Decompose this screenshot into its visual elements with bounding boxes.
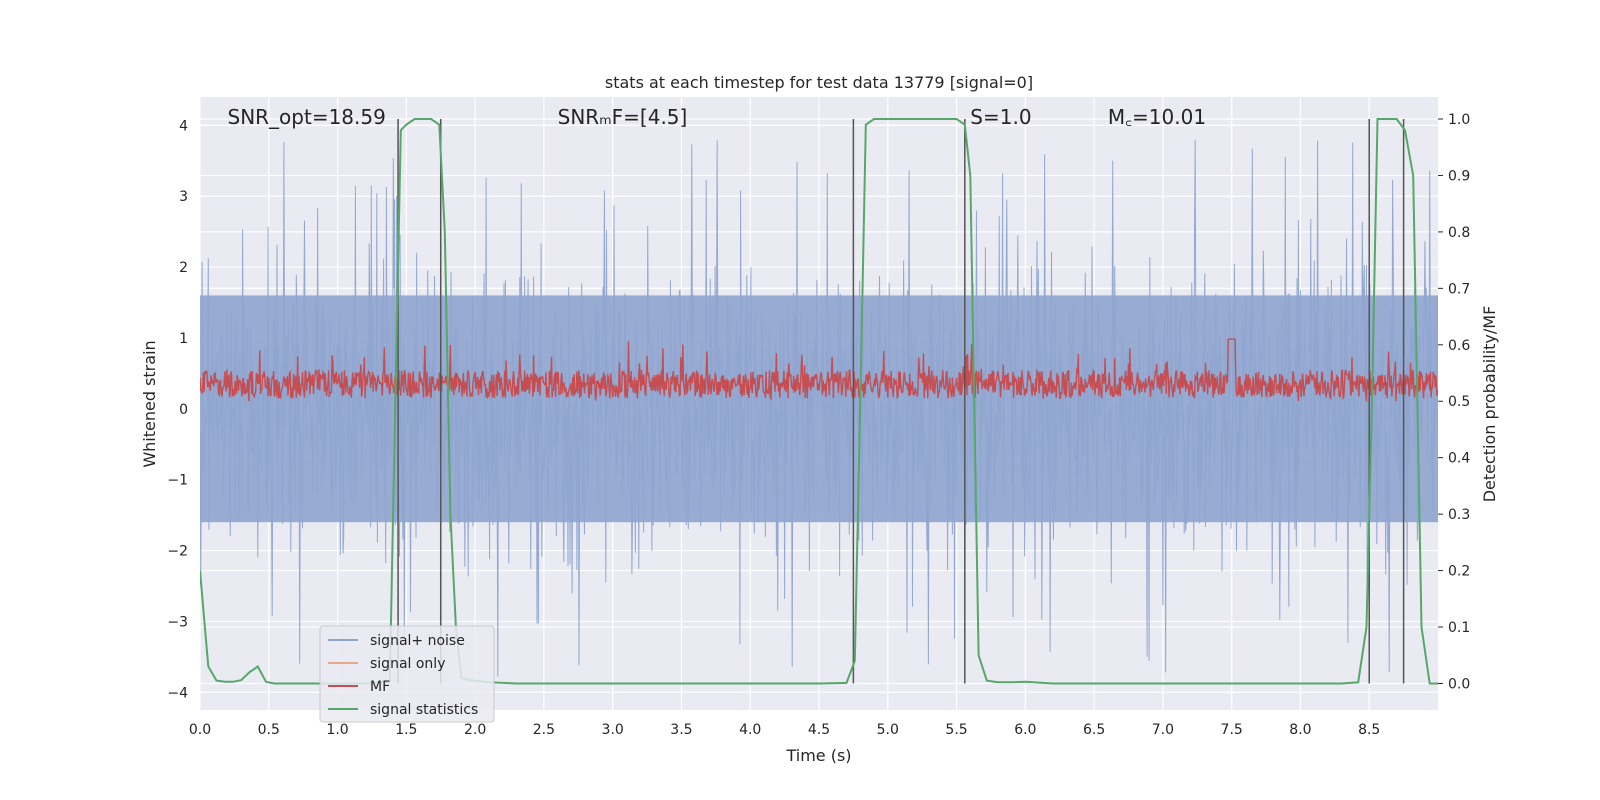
- chart-title: stats at each timestep for test data 137…: [605, 73, 1033, 92]
- x-tick-label: 2.0: [464, 722, 486, 738]
- x-tick-label: 6.0: [1014, 722, 1036, 738]
- signal-noise-band: [200, 295, 1438, 523]
- x-tick-label: 2.5: [533, 722, 555, 738]
- legend-label-signal-only: signal only: [370, 656, 445, 672]
- legend-box: [319, 625, 495, 723]
- y-tick-label: 0: [179, 402, 188, 418]
- y2-tick-label: 0.0: [1448, 676, 1470, 692]
- y-tick-label: −4: [167, 685, 188, 701]
- x-tick-label: 4.0: [739, 722, 761, 738]
- vertical-markers: [397, 119, 1405, 684]
- y-tick-label: 2: [179, 260, 188, 276]
- y-tick-label: −2: [167, 544, 188, 560]
- y-tick-label: 3: [179, 189, 188, 205]
- y2-tick-label: 0.3: [1448, 507, 1470, 523]
- x-tick-label: 4.5: [808, 722, 830, 738]
- y-tick-label: −3: [167, 614, 188, 630]
- y2-tick-label: 0.9: [1448, 168, 1470, 184]
- mf-line: [200, 338, 1438, 402]
- y2-axis-label: Detection probability/MF: [1480, 306, 1499, 503]
- x-tick-label: 0.5: [258, 722, 280, 738]
- y2-tick-label: 0.7: [1448, 281, 1470, 297]
- x-axis-label: Time (s): [785, 746, 851, 765]
- y2-tick-label: 1.0: [1448, 112, 1470, 128]
- y2-tick-label: 0.8: [1448, 225, 1470, 241]
- series-signal-statistics: [200, 118, 1438, 685]
- y-tick-label: −1: [167, 473, 188, 489]
- y2-tick-label: 0.1: [1448, 620, 1470, 636]
- x-tick-label: 6.5: [1083, 722, 1105, 738]
- legend-label-mf: MF: [370, 679, 390, 695]
- signal-statistics-line: [200, 118, 1438, 685]
- y-tick-label: 1: [179, 331, 188, 347]
- series-mf: [200, 338, 1438, 402]
- x-tick-label: 1.5: [395, 722, 417, 738]
- annotation-label: SNRₘF=[4.5]: [558, 105, 688, 129]
- x-tick-label: 0.0: [189, 722, 211, 738]
- y2-tick-label: 0.6: [1448, 338, 1470, 354]
- x-tick-label: 7.5: [1221, 722, 1243, 738]
- y2-tick-label: 0.5: [1448, 394, 1470, 410]
- legend-label-signal-noise: signal+ noise: [370, 633, 465, 649]
- legend-label-signal-statistics: signal statistics: [370, 702, 478, 718]
- axis-ticks: 0.0 0.5 1.0 1.5 2.0 2.5 3.0 3.5 4.0 4.5 5.0 5.5 6.0 6…: [167, 112, 1470, 738]
- annotations: SNR_opt=18.59 SNRₘF=[4.5] S=1.0 M꜀=10.01: [228, 105, 1207, 129]
- y2-tick-label: 0.2: [1448, 564, 1470, 580]
- x-tick-label: 8.5: [1358, 722, 1380, 738]
- x-tick-label: 3.0: [602, 722, 624, 738]
- y2-tick-label: 0.4: [1448, 451, 1470, 467]
- x-tick-label: 5.5: [945, 722, 967, 738]
- y-tick-label: 4: [179, 118, 188, 134]
- x-tick-label: 3.5: [670, 722, 692, 738]
- series-signal-noise: [200, 139, 1438, 677]
- annotation-label: S=1.0: [970, 105, 1031, 129]
- x-tick-label: 7.0: [1152, 722, 1174, 738]
- x-tick-label: 1.0: [326, 722, 348, 738]
- y-axis-label: Whitened strain: [140, 340, 159, 467]
- x-tick-label: 8.0: [1289, 722, 1311, 738]
- annotation-label: SNR_opt=18.59: [228, 105, 386, 129]
- annotation-label: M꜀=10.01: [1108, 105, 1206, 129]
- x-tick-label: 5.0: [877, 722, 899, 738]
- legend: signal+ noise signal only MF signal stat…: [319, 625, 495, 723]
